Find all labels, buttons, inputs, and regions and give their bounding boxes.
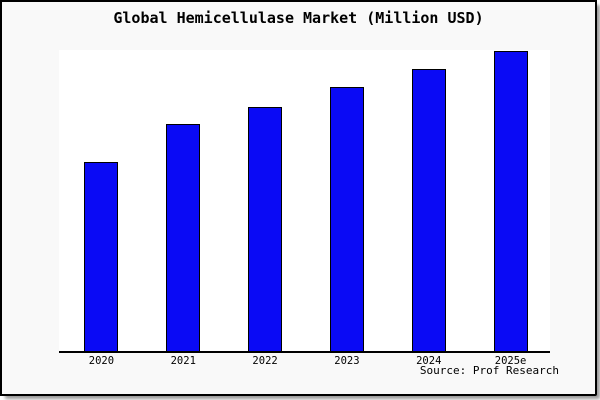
bar-2025e [493, 51, 528, 351]
bar-2021 [166, 124, 201, 351]
plot-area [59, 50, 550, 353]
chart-title: Global Hemicellulase Market (Million USD… [113, 9, 484, 27]
bar-2020 [84, 162, 119, 351]
bar-2022 [248, 107, 283, 351]
source-credit: Source: Prof Research [419, 364, 559, 377]
bar-2024 [411, 69, 446, 351]
bar-2023 [329, 87, 364, 351]
